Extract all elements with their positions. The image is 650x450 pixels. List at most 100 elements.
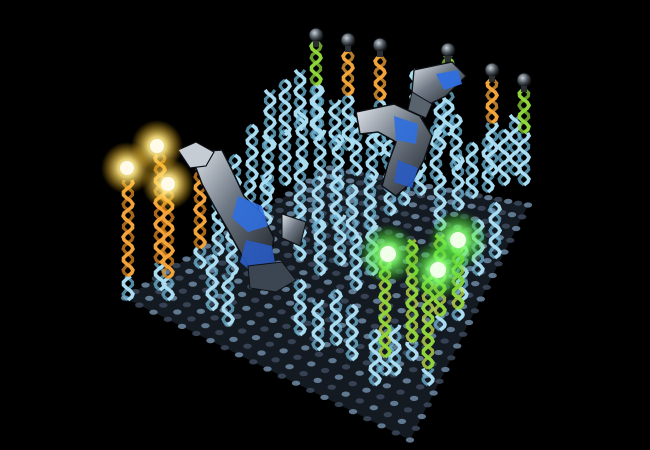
lattice-node — [402, 378, 411, 384]
lattice-node — [275, 207, 284, 213]
lattice-node — [299, 371, 308, 377]
lattice-node — [435, 378, 444, 384]
robot-joint — [232, 196, 268, 232]
lattice-node — [281, 286, 290, 292]
lattice-node — [411, 425, 421, 431]
lattice-node — [458, 331, 468, 337]
light-bulb-icon — [408, 240, 468, 300]
lattice-node — [391, 430, 400, 436]
lattice-node — [243, 343, 252, 349]
light-bulb-icon — [440, 42, 456, 62]
robot-segment — [407, 91, 433, 119]
lattice-node — [523, 202, 533, 208]
lattice-node — [477, 205, 486, 211]
lattice-node — [506, 237, 515, 243]
dna-helix-icon — [421, 367, 435, 387]
dna-helix-icon — [341, 93, 356, 152]
lattice-node — [251, 297, 260, 303]
lattice-node — [501, 223, 511, 229]
lattice-node — [397, 308, 406, 314]
lattice-node — [390, 400, 399, 406]
robot-arm-right — [355, 61, 467, 197]
lattice-node — [325, 165, 335, 171]
lattice-node — [293, 354, 302, 360]
dna-helix-icon — [310, 299, 326, 352]
lattice-node — [372, 298, 382, 304]
lattice-node — [332, 270, 341, 276]
lattice-node — [363, 416, 372, 422]
dna-helix-icon — [449, 113, 464, 172]
lattice-node — [246, 320, 256, 326]
lattice-node — [344, 275, 353, 281]
lattice-node — [306, 197, 315, 203]
lattice-node — [315, 288, 324, 294]
lattice-node — [348, 409, 358, 415]
lattice-node — [277, 309, 286, 315]
lattice-node — [440, 338, 449, 344]
lattice-node — [370, 323, 380, 329]
lattice-node — [453, 343, 462, 349]
light-bulb-icon — [484, 62, 500, 82]
lattice-node — [141, 282, 150, 288]
lattice-node — [483, 258, 492, 264]
lattice-node — [512, 225, 521, 232]
lattice-node — [182, 256, 191, 262]
lattice-node — [265, 341, 274, 347]
dna-helix-icon — [373, 53, 387, 102]
dna-helix-icon — [363, 173, 378, 232]
lattice-node — [464, 319, 474, 326]
lattice-node — [283, 252, 293, 258]
dna-helix-icon — [345, 303, 360, 362]
lattice-node — [249, 359, 258, 365]
lattice-node — [362, 387, 371, 393]
lattice-node — [447, 355, 456, 361]
dna-helix-icon — [387, 324, 403, 377]
lattice-node — [307, 261, 317, 267]
lattice-node — [494, 196, 503, 202]
lattice-node — [307, 361, 316, 367]
lattice-node — [279, 348, 288, 354]
dna-helix-icon — [488, 201, 503, 260]
lattice-node — [271, 357, 280, 363]
lattice-node — [173, 309, 182, 315]
lattice-node — [304, 249, 314, 255]
lattice-node — [251, 335, 261, 341]
lattice-node — [476, 296, 485, 302]
lattice-node — [392, 293, 401, 299]
lattice-node — [417, 239, 426, 245]
lattice-node — [149, 309, 158, 315]
dna-helix-icon — [485, 78, 500, 125]
lattice-node — [403, 407, 413, 413]
lattice-node — [257, 350, 266, 356]
lattice-node — [291, 380, 301, 386]
lattice-node — [368, 284, 377, 290]
lattice-node — [356, 343, 365, 350]
lattice-node — [406, 190, 415, 197]
lattice-node — [517, 214, 527, 220]
lattice-node — [327, 384, 336, 390]
lattice-node — [325, 245, 334, 251]
lattice-node — [376, 394, 385, 400]
lattice-node — [340, 298, 349, 304]
dna-helix-icon — [193, 246, 207, 270]
lattice-node — [334, 374, 344, 380]
lattice-node — [218, 260, 227, 266]
lattice-node — [305, 178, 314, 184]
lattice-node — [414, 226, 423, 232]
lattice-node — [159, 302, 168, 308]
dna-helix-icon — [429, 123, 444, 182]
lattice-node — [234, 278, 243, 284]
lattice-node — [408, 202, 418, 208]
lattice-node — [382, 383, 392, 389]
lattice-node — [377, 423, 386, 429]
lattice-node — [320, 394, 329, 400]
lattice-node — [417, 413, 426, 420]
lattice-node — [355, 370, 364, 376]
lattice-node — [429, 390, 438, 396]
lattice-node — [287, 339, 296, 345]
dna-helix-icon — [405, 341, 419, 362]
lattice-node — [507, 212, 517, 218]
lattice-node — [178, 288, 188, 294]
light-bulb-icon — [340, 32, 356, 52]
robot-claw — [177, 141, 215, 169]
